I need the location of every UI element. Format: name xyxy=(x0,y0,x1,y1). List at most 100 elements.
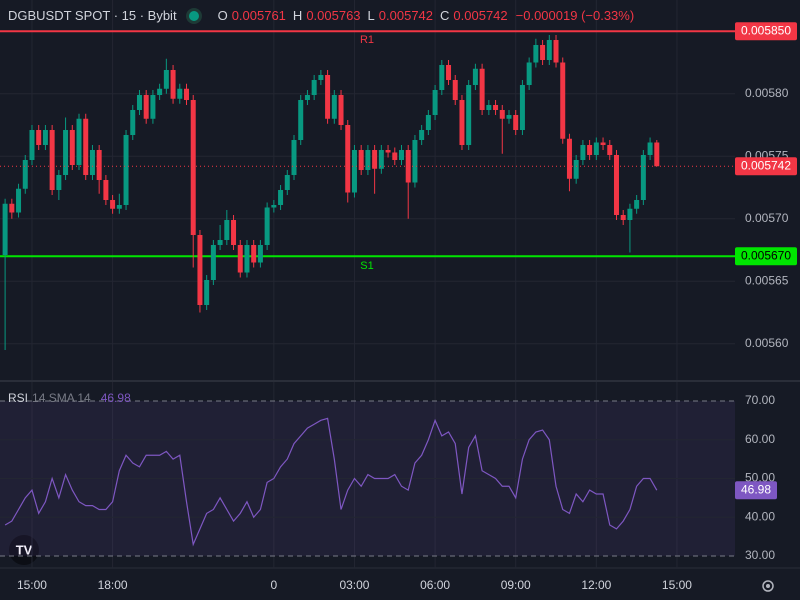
candle-body xyxy=(647,142,653,155)
candle-body xyxy=(519,85,525,130)
candle-body xyxy=(143,95,149,119)
ohlc-value: 0.005742 xyxy=(453,8,508,23)
level-badge-label: 0.005850 xyxy=(741,23,791,37)
candle-body xyxy=(392,152,398,160)
level-name: S1 xyxy=(360,260,373,272)
candle-body xyxy=(640,155,646,200)
level-badge xyxy=(735,22,797,41)
candle-body xyxy=(170,70,176,99)
ohlc-label: H xyxy=(292,8,303,23)
candle-body xyxy=(446,65,452,80)
candle-body xyxy=(224,220,230,240)
candle-body xyxy=(432,90,438,115)
last-price-badge xyxy=(735,157,797,176)
candle-body xyxy=(466,85,472,145)
candle-body xyxy=(533,45,539,63)
candle-body xyxy=(546,40,552,60)
candle-body xyxy=(136,95,142,110)
y-tick-label: 40.00 xyxy=(745,509,775,523)
candle-body xyxy=(378,150,384,169)
candle-body xyxy=(345,125,351,193)
candle-body xyxy=(472,68,478,85)
y-tick-label: 0.00580 xyxy=(745,86,789,100)
candle-body xyxy=(42,130,48,145)
candle-body xyxy=(412,140,418,183)
candle-body xyxy=(116,205,122,209)
candle-body xyxy=(331,95,337,119)
y-tick-label: 0.00570 xyxy=(745,211,789,225)
rsi-line xyxy=(4,417,658,547)
candles xyxy=(2,35,660,350)
candle-body xyxy=(486,105,492,110)
candle-body xyxy=(419,130,425,140)
candle-body xyxy=(439,65,445,90)
candle-body xyxy=(204,280,210,305)
svg-text:TV: TV xyxy=(16,542,33,557)
ohlc-value: 0.005763 xyxy=(306,8,361,23)
candle-body xyxy=(654,142,660,167)
price-change: −0.000019 (−0.33%) xyxy=(515,8,635,23)
candle-body xyxy=(103,180,109,200)
candle-body xyxy=(573,160,579,179)
candle-body xyxy=(358,150,364,170)
candle-body xyxy=(22,160,28,189)
candle-body xyxy=(197,235,203,305)
rsi-header: RSI 14 SMA 14 46.98 xyxy=(8,391,131,405)
candle-body xyxy=(566,138,572,179)
x-tick-label: 06:00 xyxy=(420,578,450,592)
candle-body xyxy=(96,150,102,180)
candle-body xyxy=(16,188,22,213)
ohlc-value: 0.005742 xyxy=(378,8,434,23)
candle-body xyxy=(278,190,284,205)
candle-body xyxy=(311,80,317,95)
y-tick-label: 50.00 xyxy=(745,471,775,485)
candle-body xyxy=(177,88,183,99)
x-tick-label: 0 xyxy=(271,578,278,592)
candle-body xyxy=(184,88,190,100)
x-tick-label: 15:00 xyxy=(17,578,47,592)
candle-body xyxy=(425,115,431,130)
candle-body xyxy=(338,95,344,125)
candle-body xyxy=(385,150,391,153)
candle-body xyxy=(607,145,613,155)
candle-body xyxy=(217,240,223,245)
candle-body xyxy=(398,150,404,160)
ohlc-label: L xyxy=(367,8,375,23)
rsi-badge-label: 46.98 xyxy=(741,482,771,496)
level-name: R1 xyxy=(360,34,374,46)
candle-body xyxy=(587,145,593,155)
candle-body xyxy=(76,118,82,165)
candle-body xyxy=(130,110,136,135)
candle-body xyxy=(190,100,196,235)
candle-body xyxy=(580,145,586,160)
market-status-icon xyxy=(188,10,199,21)
candle-body xyxy=(83,118,89,175)
candle-body xyxy=(325,75,331,119)
symbol-title: DGBUSDT SPOT · 15 · Bybit xyxy=(8,8,177,23)
ohlc-value: 0.005761 xyxy=(231,8,286,23)
candle-body xyxy=(163,70,169,89)
x-tick-label: 15:00 xyxy=(662,578,692,592)
candle-body xyxy=(264,207,270,245)
candle-body xyxy=(560,62,566,139)
symbol-header: DGBUSDT SPOT · 15 · Bybit O 0.005761 H 0.005… xyxy=(8,8,634,23)
candle-body xyxy=(244,245,250,273)
candle-body xyxy=(540,45,546,60)
y-tick-label: 70.00 xyxy=(745,393,775,407)
y-tick-label: 0.00565 xyxy=(745,273,789,287)
y-tick-label: 0.00560 xyxy=(745,336,789,350)
candle-body xyxy=(372,150,378,169)
candle-body xyxy=(318,75,324,80)
candle-body xyxy=(526,62,532,85)
y-tick-label: 60.00 xyxy=(745,432,775,446)
settings-icon[interactable] xyxy=(762,580,774,592)
candle-body xyxy=(251,245,257,263)
candle-body xyxy=(479,68,485,110)
candle-body xyxy=(9,203,15,213)
rsi-value: 46.98 xyxy=(100,391,131,405)
rsi-params: 14 SMA 14 xyxy=(32,391,91,405)
candle-body xyxy=(634,200,640,209)
x-tick-label: 09:00 xyxy=(501,578,531,592)
